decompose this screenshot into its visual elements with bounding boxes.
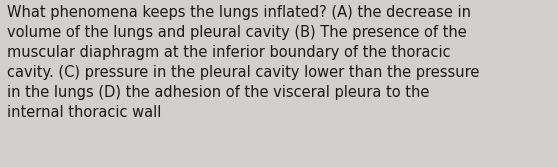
Text: What phenomena keeps the lungs inflated? (A) the decrease in
volume of the lungs: What phenomena keeps the lungs inflated?… — [7, 5, 480, 120]
